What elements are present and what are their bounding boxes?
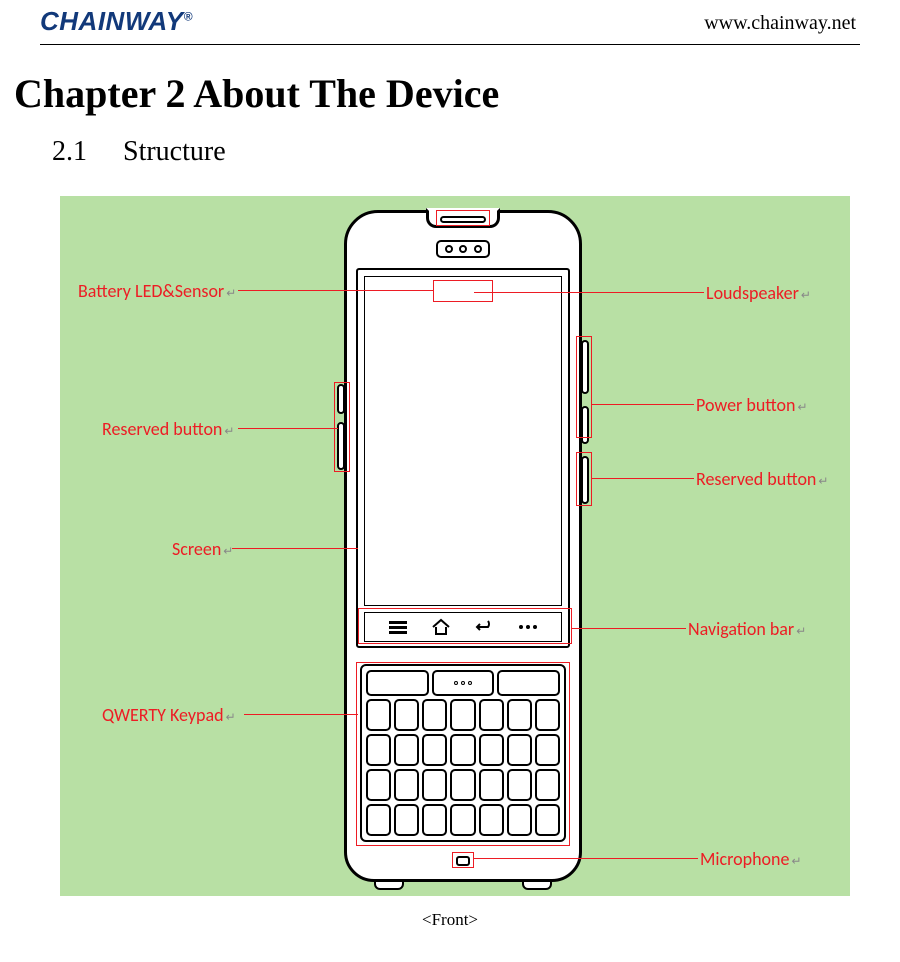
callout-box-qwerty_keypad xyxy=(356,662,570,846)
callout-leader-battery_led_sensor xyxy=(238,290,433,291)
callout-box-power_button xyxy=(576,336,592,438)
callout-leader-loudspeaker xyxy=(474,292,704,293)
callout-leader-screen xyxy=(232,548,358,549)
callout-leader-qwerty_keypad xyxy=(244,714,358,715)
section-number: 2.1 xyxy=(52,136,116,168)
callout-leader-microphone xyxy=(474,858,698,859)
callout-box-reserved_button_right xyxy=(576,452,592,506)
structure-figure: Battery LED&Sensor↵ Reserved button↵ Scree… xyxy=(60,196,850,896)
screen-display-area xyxy=(364,276,562,606)
website-url: www.chainway.net xyxy=(704,12,856,35)
figure-caption: <Front> xyxy=(0,910,900,930)
callout-label-battery_led_sensor: Battery LED&Sensor↵ xyxy=(78,280,236,302)
section-heading: 2.1 Structure xyxy=(52,136,226,168)
callout-leader-power_button xyxy=(592,404,694,405)
brand-logo: CHAINWAY® xyxy=(40,6,193,37)
screen-frame xyxy=(356,268,570,648)
section-name: Structure xyxy=(123,136,226,167)
sensor-dot xyxy=(474,245,482,253)
bottom-connector-left xyxy=(374,880,404,890)
document-page: CHAINWAY® www.chainway.net Chapter 2 Abo… xyxy=(0,0,900,962)
callout-label-microphone: Microphone↵ xyxy=(700,848,802,870)
callout-label-reserved_button_right: Reserved button↵ xyxy=(696,468,828,490)
callout-label-reserved_button_left: Reserved button↵ xyxy=(102,418,234,440)
callout-label-power_button: Power button↵ xyxy=(696,394,808,416)
callout-box-navigation_bar xyxy=(358,608,572,644)
callout-box-reserved_button_left xyxy=(334,382,350,472)
callout-box-loudspeaker xyxy=(436,210,490,226)
sensor-dot xyxy=(445,245,453,253)
callout-leader-reserved_button_left xyxy=(238,428,338,429)
header-divider xyxy=(40,44,860,45)
callout-label-navigation_bar: Navigation bar↵ xyxy=(688,618,806,640)
registered-mark: ® xyxy=(184,9,193,23)
callout-leader-reserved_button_right xyxy=(592,478,694,479)
callout-label-loudspeaker: Loudspeaker↵ xyxy=(706,282,811,304)
callout-box-battery_led_sensor xyxy=(433,280,493,302)
page-header: CHAINWAY® www.chainway.net xyxy=(40,6,860,42)
callout-label-qwerty_keypad: QWERTY Keypad↵ xyxy=(102,704,236,726)
brand-logo-text: CHAINWAY xyxy=(40,6,184,36)
callout-label-screen: Screen↵ xyxy=(172,538,233,560)
battery-led-sensor-cluster xyxy=(436,240,490,258)
callout-leader-navigation_bar xyxy=(572,628,686,629)
bottom-connector-right xyxy=(522,880,552,890)
sensor-dot xyxy=(459,245,467,253)
chapter-title: Chapter 2 About The Device xyxy=(14,70,499,117)
callout-box-microphone xyxy=(452,852,474,868)
